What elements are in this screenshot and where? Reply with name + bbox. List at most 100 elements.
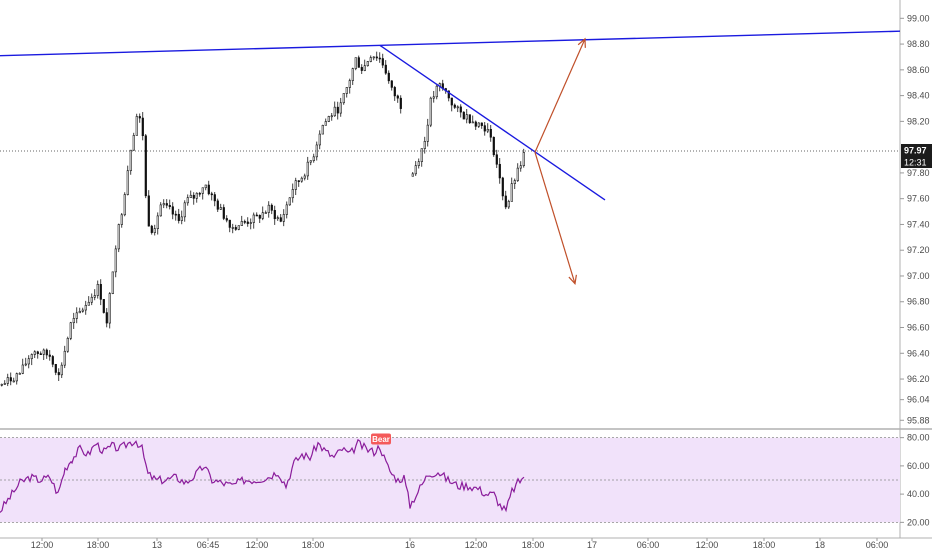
candle-body — [270, 204, 273, 211]
candle-body — [45, 349, 48, 356]
candle-body — [237, 225, 240, 230]
candle-body — [342, 93, 345, 104]
candle-body — [204, 184, 207, 189]
x-tick-label: 18:00 — [87, 540, 110, 550]
y-tick-label: 96.60 — [907, 323, 930, 333]
candle-body — [462, 111, 465, 120]
y-tick-label: 98.20 — [907, 116, 930, 126]
x-tick-label: 06:00 — [637, 540, 660, 550]
candle-body — [180, 216, 183, 221]
candle-body — [192, 194, 195, 199]
candle-body — [306, 161, 309, 177]
descending-trendline[interactable] — [379, 44, 606, 201]
candle-body — [222, 207, 225, 219]
candle-body — [75, 312, 78, 319]
x-tick-label: 12:00 — [465, 540, 488, 550]
candle-body — [243, 221, 246, 223]
candle-body — [348, 80, 351, 88]
x-tick-label: 18 — [815, 540, 825, 550]
rsi-tick-label: 60.00 — [907, 461, 930, 471]
candle-body — [366, 61, 369, 67]
candle-body — [432, 96, 435, 99]
candle-body — [483, 125, 486, 132]
bullish-scenario-arrow[interactable] — [534, 38, 586, 153]
candle-body — [150, 225, 153, 233]
candle-body — [195, 192, 198, 199]
candle-body — [420, 148, 423, 162]
candle-body — [156, 215, 159, 229]
candle-body — [168, 205, 171, 208]
candle-body — [24, 363, 27, 366]
candle-body — [315, 144, 318, 158]
candle-body — [303, 175, 306, 179]
candle-body — [96, 284, 99, 296]
overlay — [0, 30, 901, 286]
rsi-tick-label: 80.00 — [907, 433, 930, 443]
candle-body — [207, 184, 210, 195]
rsi-tick-label: 20.00 — [907, 517, 930, 527]
candle-body — [84, 304, 87, 311]
candle-body — [186, 197, 189, 204]
y-tick-label: 97.20 — [907, 245, 930, 255]
candle-body — [141, 117, 144, 137]
candle-body — [132, 135, 135, 151]
candle-body — [90, 296, 93, 303]
candle-body — [495, 154, 498, 165]
candle-body — [87, 301, 90, 306]
candle-body — [390, 80, 393, 88]
candle-body — [60, 364, 63, 376]
candle-body — [363, 65, 366, 71]
candle-body — [39, 353, 42, 355]
candle-body — [504, 195, 507, 208]
candle-body — [480, 122, 483, 126]
candle-body — [147, 195, 150, 227]
candle-body — [516, 167, 519, 181]
candle-body — [102, 299, 105, 313]
candle-body — [492, 136, 495, 156]
candle-body — [216, 200, 219, 210]
x-tick-label: 12:00 — [696, 540, 719, 550]
candle-body — [318, 133, 321, 146]
bear-badge[interactable] — [371, 433, 391, 445]
y-tick-label: 97.40 — [907, 219, 930, 229]
candle-body — [219, 207, 222, 210]
candle-body — [450, 97, 453, 106]
candle-body — [213, 194, 216, 202]
y-tick-label: 96.04 — [907, 395, 930, 405]
candle-body — [387, 72, 390, 82]
candle-body — [396, 95, 399, 99]
y-tick-label: 99.00 — [907, 13, 930, 23]
candle-body — [15, 373, 18, 382]
rsi-pane[interactable]: 80.00 60.00 40.00 20.00 Bear — [0, 433, 930, 528]
candle-body — [201, 187, 204, 194]
candle-body — [345, 87, 348, 94]
candle-body — [429, 97, 432, 126]
candle-body — [48, 354, 51, 357]
candle-body — [117, 224, 120, 250]
candle-body — [300, 177, 303, 182]
candle-body — [459, 106, 462, 113]
candle-body — [513, 180, 516, 184]
candle-body — [240, 221, 243, 226]
candle-body — [246, 221, 249, 224]
candle-body — [114, 248, 117, 273]
candle-body — [183, 202, 186, 218]
candle-body — [330, 115, 333, 118]
x-tick-label: 13 — [152, 540, 162, 550]
bearish-scenario-arrow-head — [568, 274, 577, 286]
candles — [0, 51, 525, 387]
candle-body — [354, 57, 357, 69]
candle-body — [0, 383, 3, 386]
candle-body — [99, 284, 102, 300]
candle-body — [135, 116, 138, 136]
candle-body — [519, 165, 522, 169]
candle-body — [309, 160, 312, 163]
candle-body — [21, 364, 24, 374]
candle-body — [120, 214, 123, 225]
bearish-scenario-arrow[interactable] — [534, 152, 576, 284]
candle-body — [360, 67, 363, 71]
bear-badge-label: Bear — [372, 435, 390, 444]
resistance-trendline[interactable] — [0, 30, 901, 57]
candle-body — [12, 380, 15, 383]
